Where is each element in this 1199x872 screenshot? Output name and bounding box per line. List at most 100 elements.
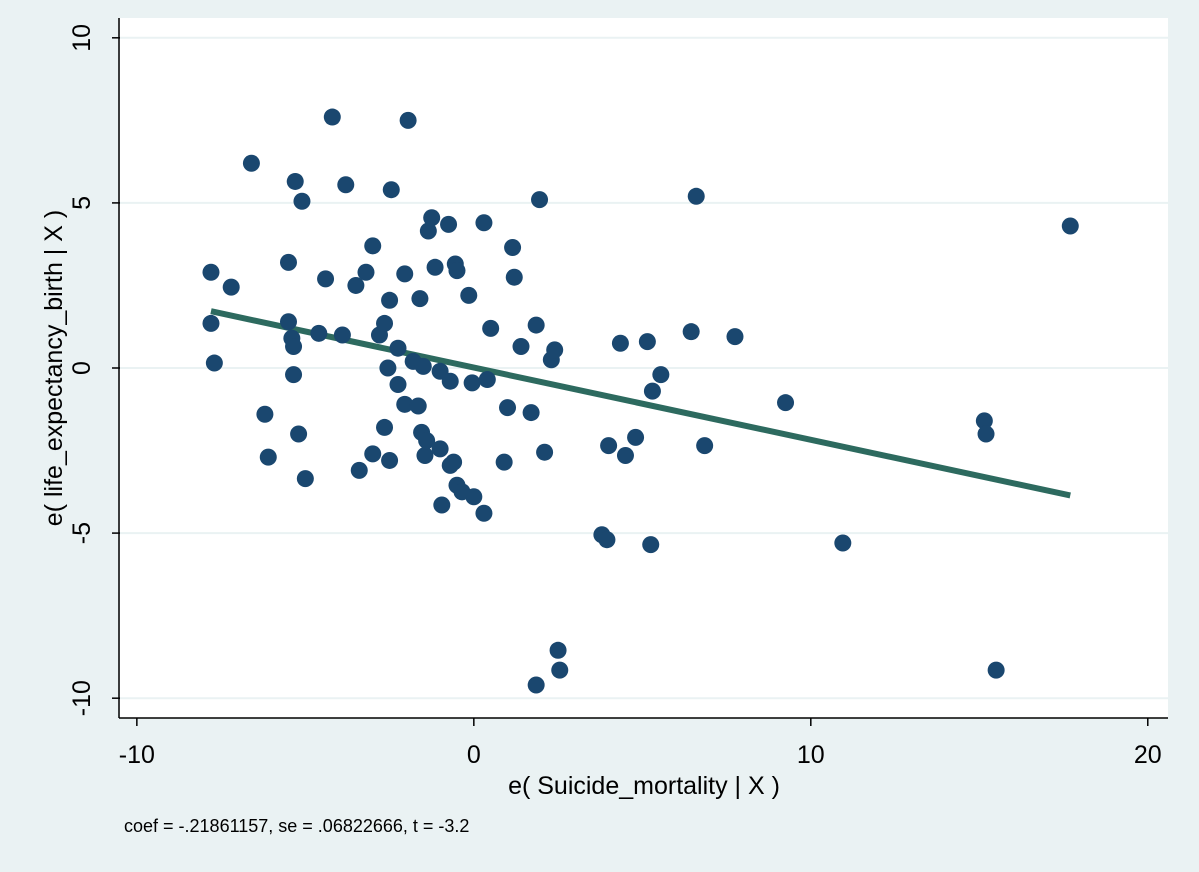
y-tick-label-0: -10 bbox=[68, 680, 96, 716]
y-tick-label-2: 0 bbox=[68, 361, 96, 375]
data-point-86 bbox=[638, 333, 656, 351]
x-tick-label-1: 0 bbox=[467, 741, 481, 769]
data-point-8 bbox=[279, 313, 297, 331]
data-point-65 bbox=[482, 319, 500, 337]
data-point-3 bbox=[222, 278, 240, 296]
data-point-13 bbox=[290, 425, 308, 443]
data-point-31 bbox=[381, 291, 399, 309]
data-point-36 bbox=[396, 395, 414, 413]
data-point-5 bbox=[256, 405, 274, 423]
y-tick-label-1: -5 bbox=[68, 522, 96, 544]
data-point-88 bbox=[643, 382, 661, 400]
data-point-90 bbox=[682, 323, 700, 341]
data-point-72 bbox=[527, 316, 545, 334]
data-point-40 bbox=[411, 290, 429, 308]
x-axis-title: e( Suicide_mortality | X ) bbox=[508, 772, 780, 800]
data-point-19 bbox=[333, 326, 351, 344]
data-point-1 bbox=[202, 314, 220, 332]
data-points bbox=[202, 108, 1079, 694]
data-point-2 bbox=[205, 354, 223, 372]
data-point-84 bbox=[616, 447, 634, 464]
x-tick-label-2: 10 bbox=[797, 741, 825, 769]
data-point-24 bbox=[364, 237, 382, 255]
y-tick-label-4: 10 bbox=[68, 24, 96, 52]
data-point-94 bbox=[777, 394, 795, 412]
data-point-7 bbox=[279, 253, 297, 271]
data-point-61 bbox=[465, 488, 483, 506]
data-point-79 bbox=[551, 661, 569, 679]
data-point-37 bbox=[399, 111, 417, 129]
data-point-34 bbox=[389, 376, 407, 394]
data-point-17 bbox=[317, 270, 335, 288]
x-tick-label-0: -10 bbox=[119, 741, 155, 769]
data-point-89 bbox=[652, 366, 670, 384]
data-point-32 bbox=[382, 181, 400, 199]
data-point-51 bbox=[440, 215, 458, 233]
data-point-47 bbox=[426, 258, 444, 276]
data-point-91 bbox=[687, 187, 705, 205]
data-point-50 bbox=[433, 496, 451, 514]
data-point-10 bbox=[285, 338, 303, 356]
data-point-46 bbox=[423, 209, 441, 227]
data-point-85 bbox=[627, 428, 645, 446]
x-tick-label-3: 20 bbox=[1134, 741, 1162, 769]
y-tick-label-3: 5 bbox=[68, 196, 96, 210]
data-point-82 bbox=[600, 437, 618, 455]
data-point-30 bbox=[381, 451, 399, 469]
data-point-64 bbox=[478, 371, 496, 389]
data-point-74 bbox=[531, 191, 549, 209]
data-point-16 bbox=[310, 324, 328, 342]
data-point-99 bbox=[1061, 217, 1079, 235]
data-point-12 bbox=[286, 172, 304, 190]
data-point-81 bbox=[598, 531, 616, 549]
data-point-33 bbox=[389, 339, 407, 357]
data-point-56 bbox=[448, 262, 466, 280]
data-point-69 bbox=[505, 268, 523, 286]
data-point-75 bbox=[536, 443, 554, 461]
data-point-25 bbox=[364, 445, 382, 463]
y-ticks: -10 -5 0 5 10 bbox=[68, 24, 120, 716]
data-point-11 bbox=[285, 366, 303, 384]
data-point-20 bbox=[337, 176, 355, 194]
data-point-22 bbox=[350, 461, 368, 479]
data-point-67 bbox=[499, 399, 517, 417]
data-point-28 bbox=[376, 418, 394, 436]
data-point-6 bbox=[259, 448, 277, 466]
data-point-42 bbox=[414, 357, 432, 375]
data-point-78 bbox=[549, 641, 567, 659]
data-point-71 bbox=[522, 404, 540, 422]
data-point-95 bbox=[834, 534, 852, 552]
data-point-93 bbox=[726, 328, 744, 346]
data-point-70 bbox=[512, 338, 530, 356]
data-point-15 bbox=[296, 470, 314, 488]
data-point-44 bbox=[418, 432, 436, 450]
data-point-96 bbox=[975, 412, 993, 430]
data-point-52 bbox=[441, 372, 459, 390]
data-point-45 bbox=[419, 222, 437, 240]
data-point-14 bbox=[293, 192, 311, 210]
data-point-60 bbox=[463, 374, 481, 392]
data-point-59 bbox=[460, 286, 478, 304]
data-point-0 bbox=[202, 263, 220, 281]
y-axis-title: e( life_expectancy_birth | X ) bbox=[40, 210, 68, 526]
data-point-43 bbox=[416, 447, 434, 464]
data-point-29 bbox=[379, 359, 397, 377]
data-point-49 bbox=[431, 440, 449, 458]
x-ticks: -10 0 10 20 bbox=[119, 718, 1162, 769]
data-point-39 bbox=[409, 397, 427, 415]
regression-note: coef = -.21861157, se = .06822666, t = -… bbox=[124, 816, 469, 836]
data-point-73 bbox=[527, 676, 545, 694]
data-point-92 bbox=[696, 437, 714, 455]
data-point-35 bbox=[396, 265, 414, 283]
data-point-54 bbox=[445, 453, 463, 471]
data-point-27 bbox=[376, 314, 394, 332]
data-point-98 bbox=[987, 661, 1005, 679]
data-point-23 bbox=[357, 263, 375, 281]
data-point-97 bbox=[977, 425, 995, 443]
data-point-4 bbox=[242, 154, 260, 172]
data-point-21 bbox=[347, 276, 365, 294]
data-point-68 bbox=[504, 238, 522, 256]
data-point-66 bbox=[495, 453, 513, 471]
data-point-77 bbox=[546, 341, 564, 359]
